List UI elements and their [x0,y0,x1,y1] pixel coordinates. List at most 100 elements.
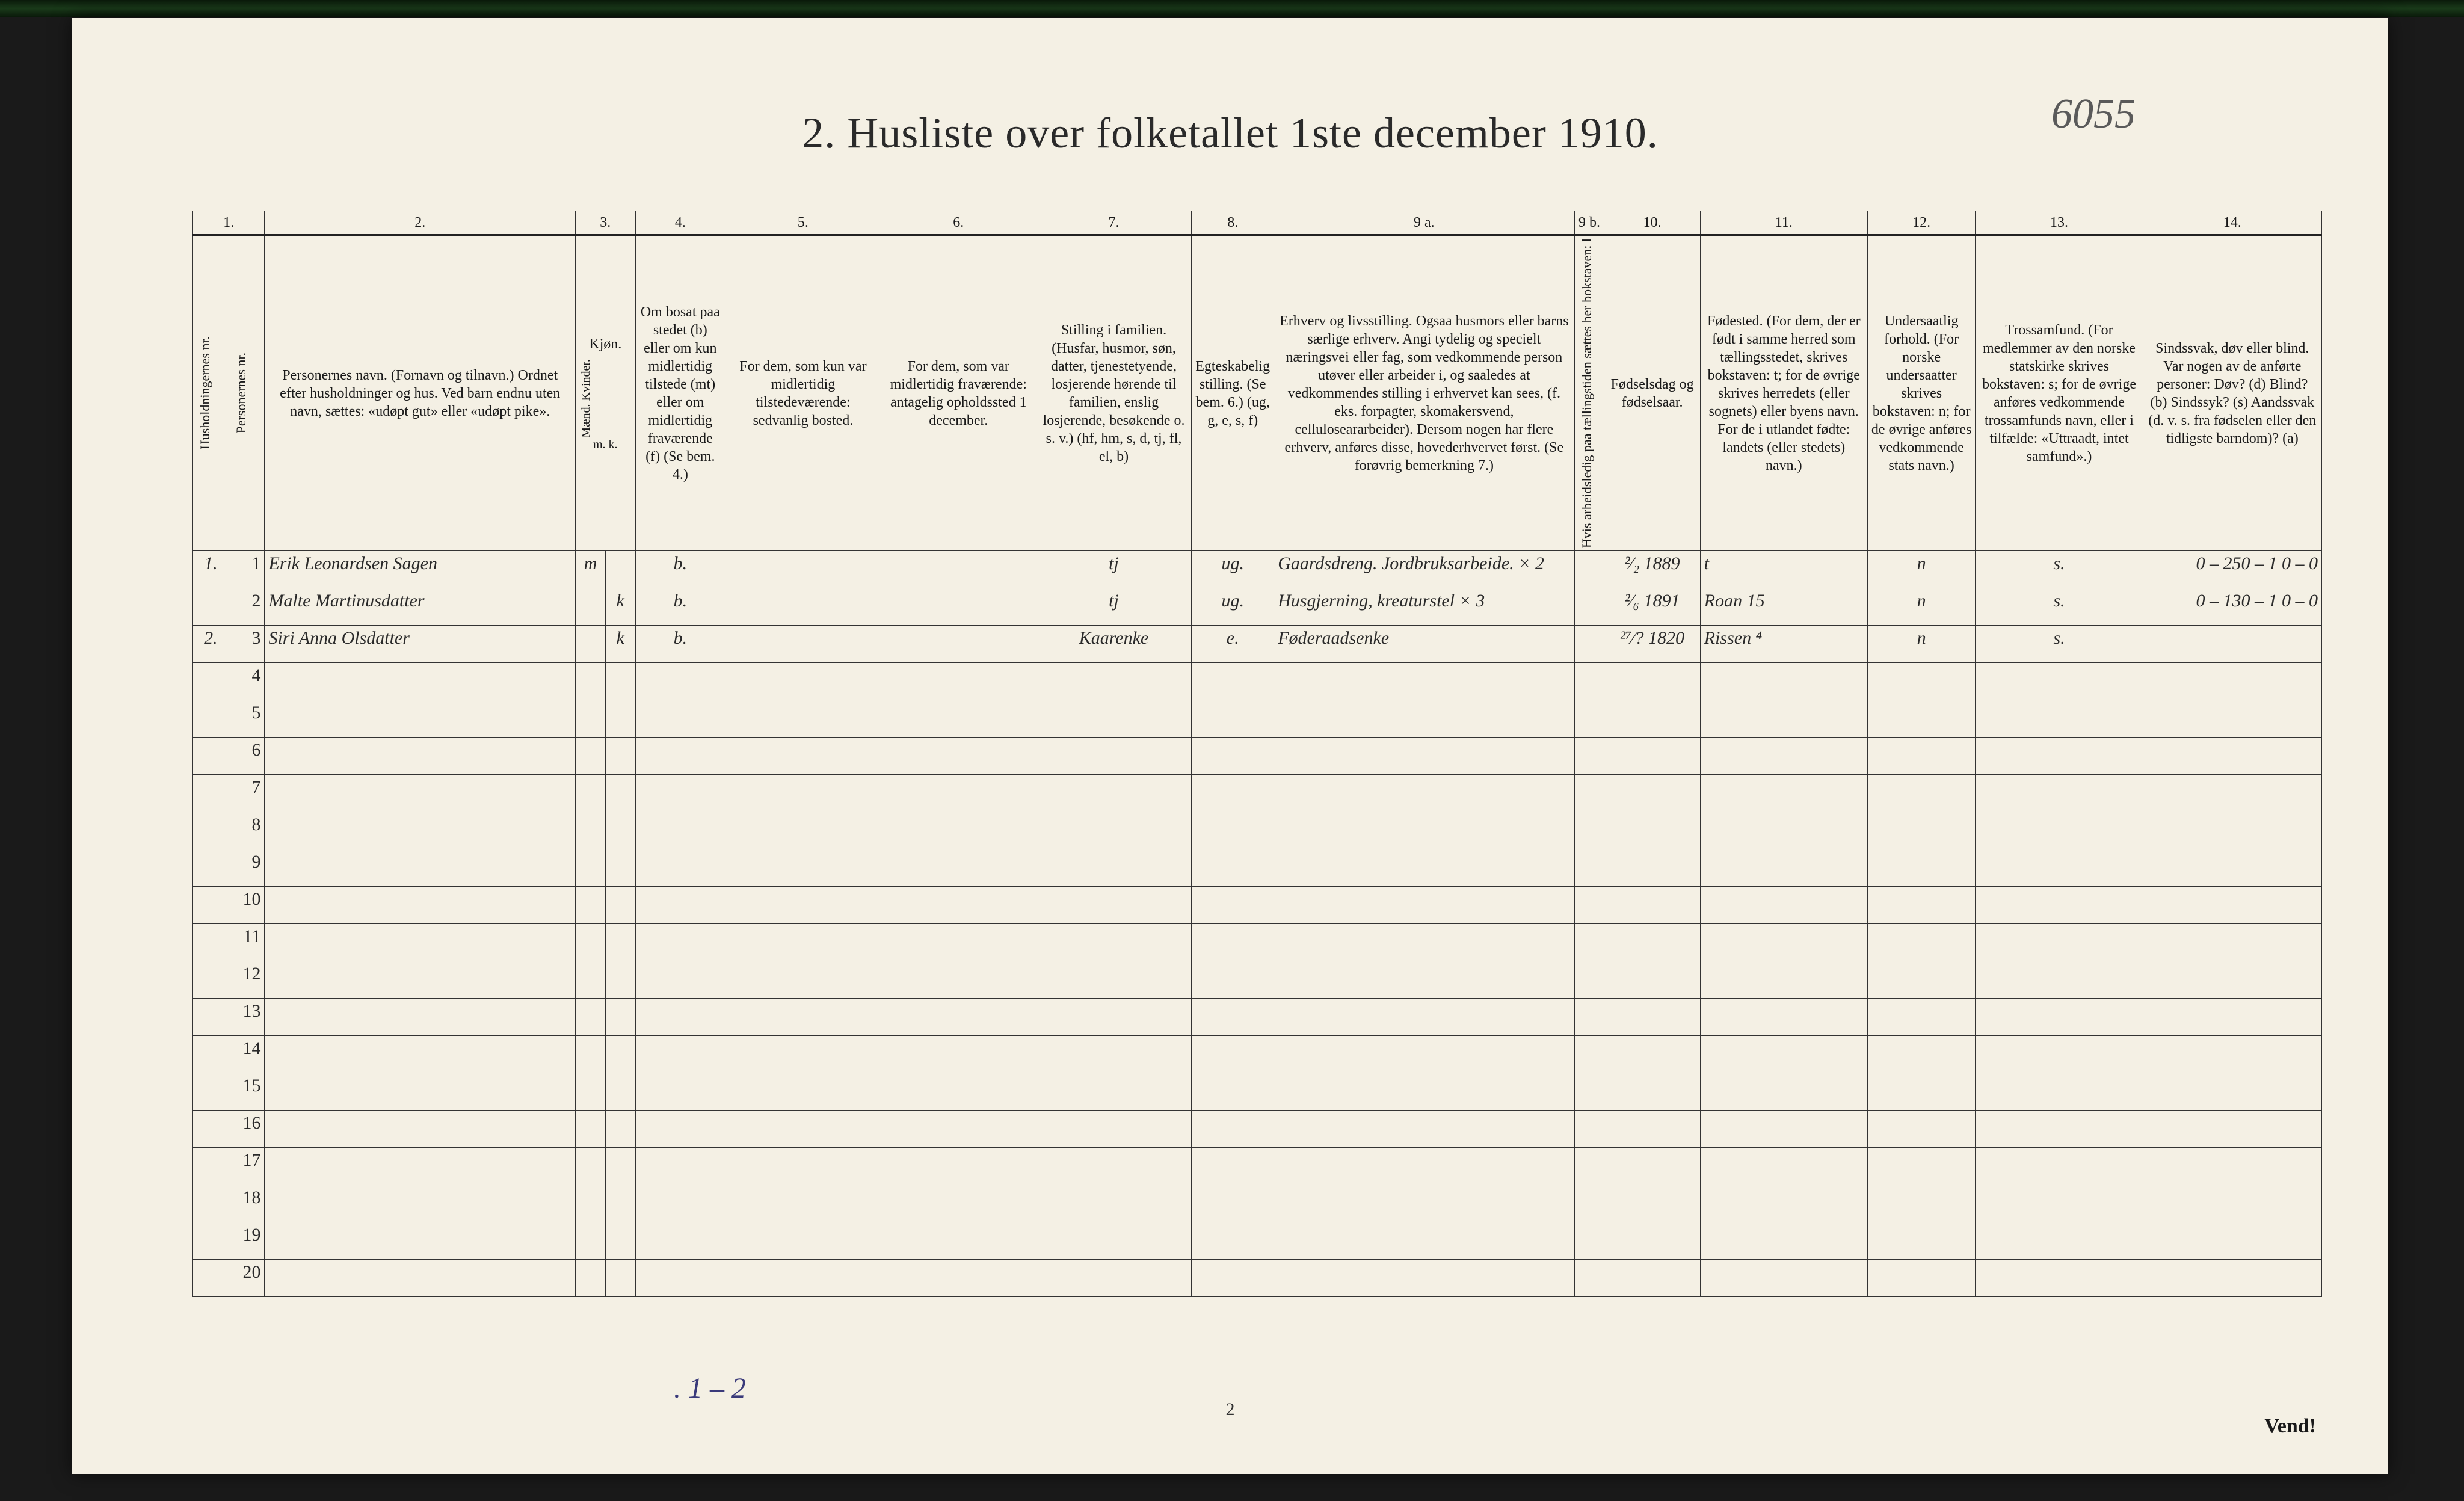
cell-blank [265,700,576,738]
cell-blank [725,1073,881,1111]
cell-sex-m [576,588,606,626]
cell-blank [635,849,725,887]
cell-blank [1867,887,1976,924]
cell-blank [1574,849,1604,887]
cell-blank [1604,999,1700,1036]
table-body: 1.1Erik Leonardsen Sagenmb.tjug.Gaardsdr… [193,551,2322,1297]
colnum-2: 2. [265,211,576,235]
cell-person-no: 5 [229,700,265,738]
cell-household-no [193,1073,229,1111]
cell-person-no: 19 [229,1222,265,1260]
cell-blank [1192,1148,1274,1185]
cell-person-no: 8 [229,812,265,849]
colnum-9b: 9 b. [1574,211,1604,235]
cell-blank [1036,961,1191,999]
cell-blank [1867,999,1976,1036]
table-row-blank: 14 [193,1036,2322,1073]
cell-blank [635,1148,725,1185]
cell-blank [635,1260,725,1297]
colnum-6: 6. [881,211,1036,235]
handwritten-sheet-number: 6055 [2051,90,2136,138]
cell-name: Siri Anna Olsdatter [265,626,576,663]
cell-blank [1604,924,1700,961]
cell-blank [1976,849,2143,887]
hdr-family-pos: Stilling i familien. (Husfar, husmor, sø… [1036,235,1191,551]
cell-blank [1274,961,1574,999]
cell-blank [2143,775,2321,812]
cell-household-no [193,588,229,626]
cell-blank [1867,924,1976,961]
cell-blank [1192,999,1274,1036]
cell-sex-k: k [605,588,635,626]
cell-marital: ug. [1192,551,1274,588]
cell-blank [1976,1260,2143,1297]
cell-blank [881,999,1036,1036]
cell-blank [2143,849,2321,887]
cell-c9b [1574,588,1604,626]
cell-blank [725,1036,881,1073]
cell-c9b [1574,626,1604,663]
cell-blank [1976,1222,2143,1260]
cell-blank [605,849,635,887]
cell-blank [576,812,606,849]
cell-person-no: 3 [229,626,265,663]
cell-blank [635,700,725,738]
table-row-blank: 5 [193,700,2322,738]
colnum-1: 1. [193,211,265,235]
cell-blank [1976,999,2143,1036]
hdr-residence: Om bosat paa stedet (b) eller om kun mid… [635,235,725,551]
cell-blank [1274,887,1574,924]
cell-blank [725,961,881,999]
cell-blank [881,1111,1036,1148]
cell-blank [1574,812,1604,849]
cell-blank [881,663,1036,700]
cell-blank [1604,1148,1700,1185]
cell-blank [1192,887,1274,924]
cell-blank [1274,738,1574,775]
column-header-row: Husholdningernes nr. Personernes nr. Per… [193,235,2322,551]
cell-blank [725,849,881,887]
cell-family-pos: tj [1036,588,1191,626]
cell-blank [1036,887,1191,924]
cell-blank [1867,1111,1976,1148]
cell-blank [265,1148,576,1185]
hdr-disability: Sindssvak, døv eller blind. Var nogen av… [2143,235,2321,551]
cell-person-no: 6 [229,738,265,775]
cell-blank [1604,663,1700,700]
cell-blank [605,999,635,1036]
cell-blank [725,700,881,738]
cell-blank [1604,738,1700,775]
table-row-blank: 4 [193,663,2322,700]
cell-blank [881,1148,1036,1185]
cell-blank [1867,1260,1976,1297]
cell-blank [725,924,881,961]
cell-blank [1574,1260,1604,1297]
cell-blank [881,775,1036,812]
cell-household-no [193,924,229,961]
cell-blank [2143,812,2321,849]
cell-blank [1700,999,1867,1036]
cell-blank [605,700,635,738]
cell-blank [2143,887,2321,924]
cell-blank [881,961,1036,999]
hdr-nationality: Undersaatlig forhold. (For norske unders… [1867,235,1976,551]
cell-nationality: n [1867,626,1976,663]
cell-blank [1274,924,1574,961]
cell-person-no: 17 [229,1148,265,1185]
cell-blank [1604,1111,1700,1148]
cell-blank [725,1185,881,1222]
cell-blank [1700,1148,1867,1185]
cell-blank [1192,1260,1274,1297]
table-row-blank: 17 [193,1148,2322,1185]
cell-blank [1700,961,1867,999]
cell-person-no: 20 [229,1260,265,1297]
cell-blank [265,999,576,1036]
cell-blank [635,1222,725,1260]
scan-top-strip [0,0,2464,17]
cell-blank [1867,1036,1976,1073]
cell-blank [1036,775,1191,812]
cell-blank [725,812,881,849]
hdr-sex-sub: Mænd. Kvinder. [579,359,593,438]
cell-sex-k: k [605,626,635,663]
cell-blank [1867,1222,1976,1260]
